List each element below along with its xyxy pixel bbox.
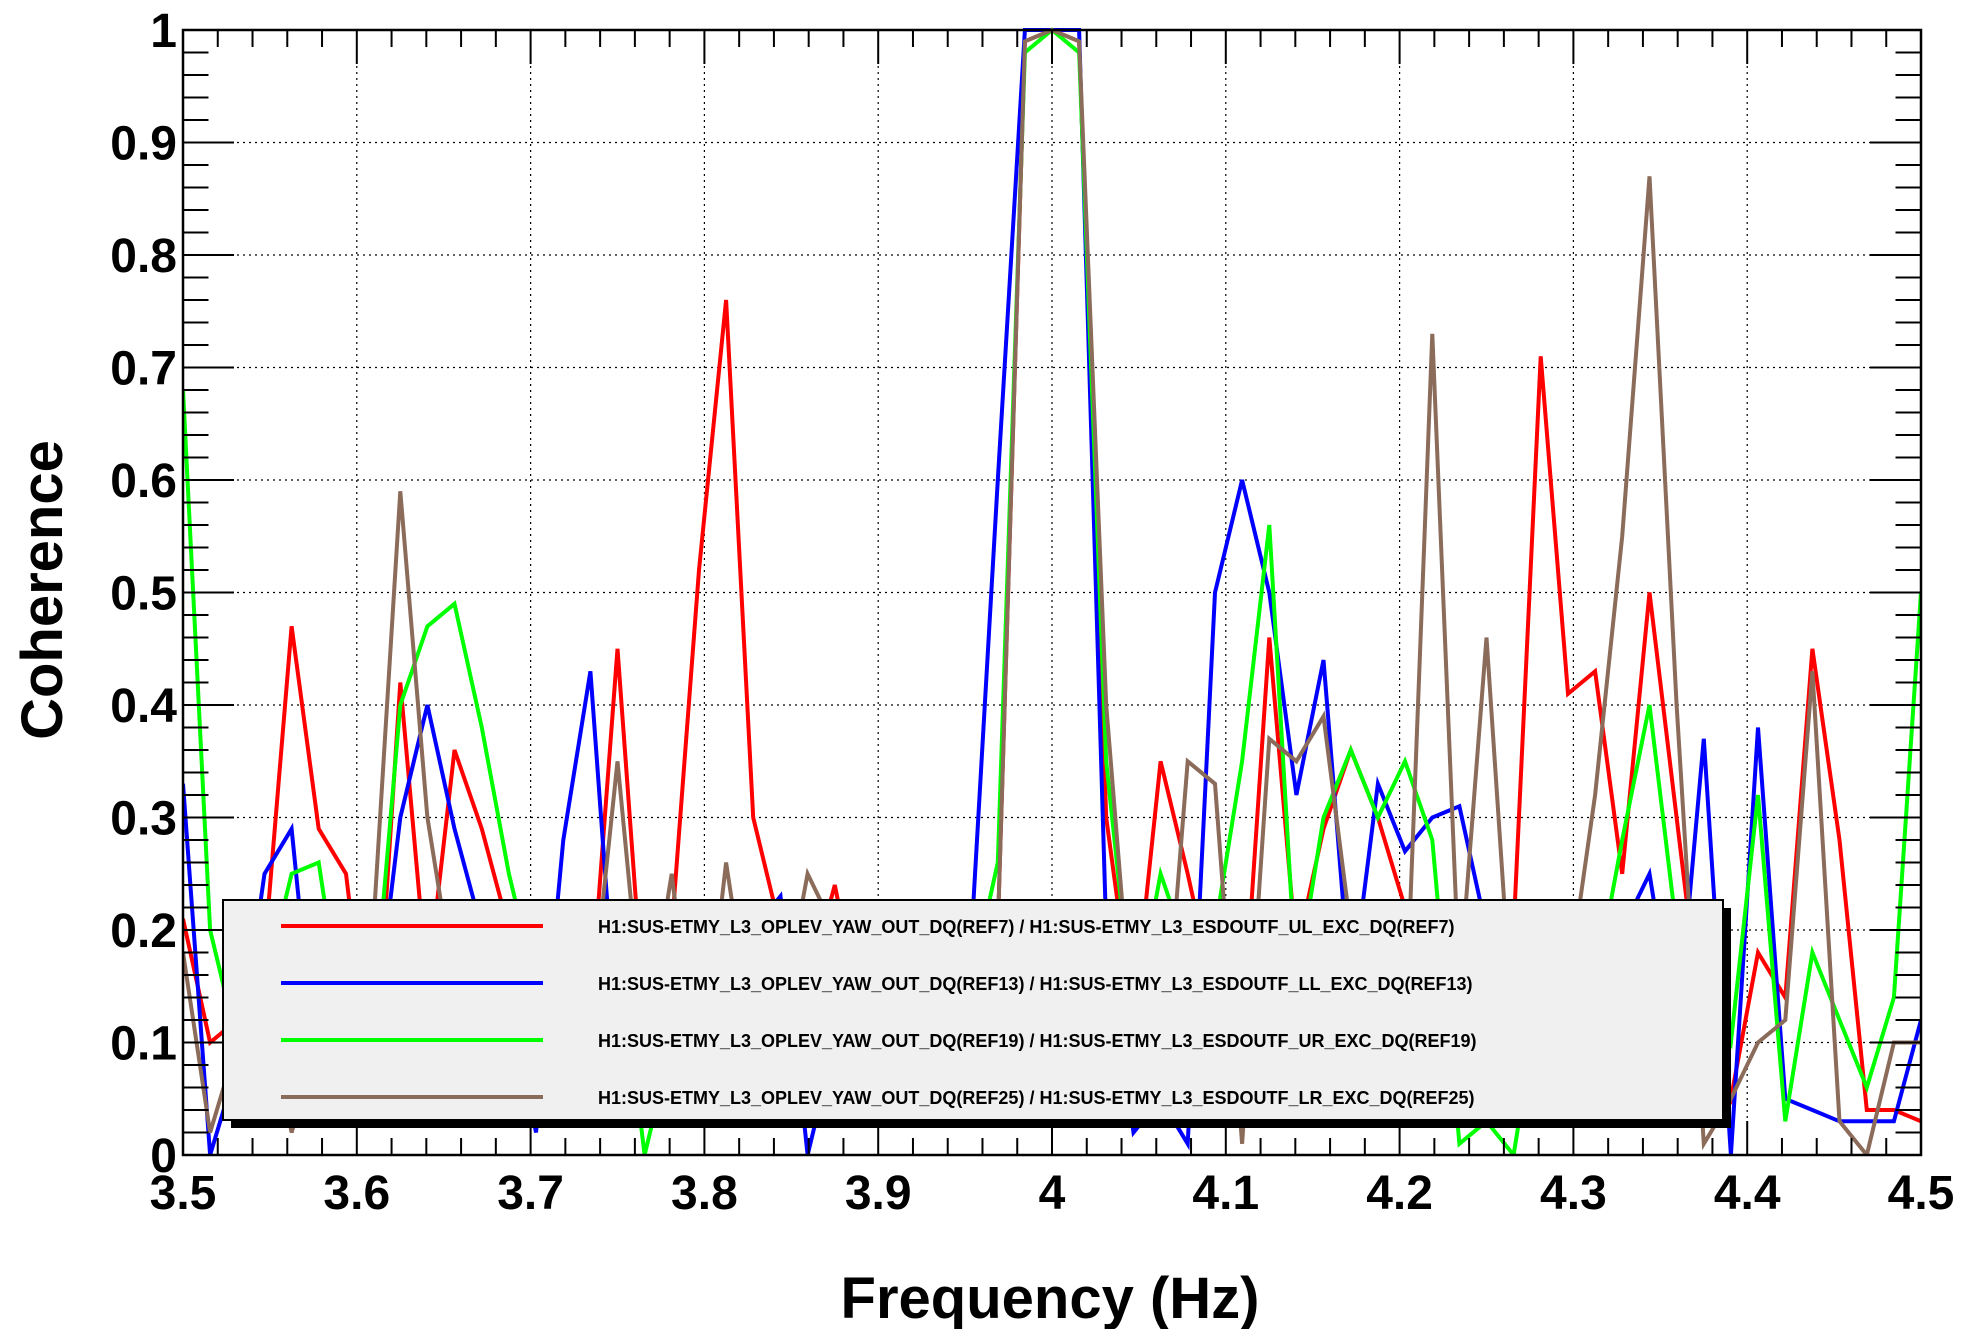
x-tick-label: 4.2 bbox=[1366, 1167, 1433, 1220]
tick-layer bbox=[182, 29, 1922, 1156]
y-tick-label: 0.6 bbox=[110, 455, 177, 508]
legend-label: H1:SUS-ETMY_L3_OPLEV_YAW_OUT_DQ(REF13) /… bbox=[598, 974, 1473, 994]
y-tick-label: 0.4 bbox=[110, 680, 177, 733]
legend-label: H1:SUS-ETMY_L3_OPLEV_YAW_OUT_DQ(REF7) / … bbox=[598, 917, 1455, 937]
y-tick-label: 1 bbox=[150, 5, 177, 58]
y-axis-title: Coherence bbox=[10, 440, 75, 740]
x-tick-label: 4 bbox=[1039, 1167, 1066, 1220]
y-tick-label: 0.9 bbox=[110, 118, 177, 171]
x-tick-label: 4.5 bbox=[1888, 1167, 1955, 1220]
x-tick-label: 3.8 bbox=[671, 1167, 738, 1220]
x-tick-label: 3.9 bbox=[845, 1167, 912, 1220]
y-tick-label: 0 bbox=[150, 1130, 177, 1183]
y-tick-label: 0.8 bbox=[110, 230, 177, 283]
x-tick-label: 4.4 bbox=[1714, 1167, 1781, 1220]
y-tick-label: 0.1 bbox=[110, 1018, 177, 1071]
x-tick-label: 4.3 bbox=[1540, 1167, 1607, 1220]
x-tick-label: 3.5 bbox=[150, 1167, 217, 1220]
x-tick-label: 3.6 bbox=[323, 1167, 390, 1220]
x-tick-label: 4.1 bbox=[1192, 1167, 1259, 1220]
y-tick-label: 0.5 bbox=[110, 568, 177, 621]
legend: H1:SUS-ETMY_L3_OPLEV_YAW_OUT_DQ(REF7) / … bbox=[222, 899, 1731, 1128]
y-tick-label: 0.7 bbox=[110, 343, 177, 396]
y-tick-label: 0.3 bbox=[110, 793, 177, 846]
y-tick-label: 0.2 bbox=[110, 905, 177, 958]
x-axis-title: Frequency (Hz) bbox=[841, 1266, 1260, 1329]
legend-label: H1:SUS-ETMY_L3_OPLEV_YAW_OUT_DQ(REF25) /… bbox=[598, 1088, 1475, 1108]
legend-box bbox=[222, 899, 1724, 1121]
x-tick-label: 3.7 bbox=[497, 1167, 564, 1220]
tick-label-layer: 3.5 3.6 3.7 3.8 3.9 4 4.1 4.2 4.3 4.4 4.5 0 0.1 0.2 0.… bbox=[110, 5, 1954, 1220]
legend-label: H1:SUS-ETMY_L3_OPLEV_YAW_OUT_DQ(REF19) /… bbox=[598, 1031, 1477, 1051]
